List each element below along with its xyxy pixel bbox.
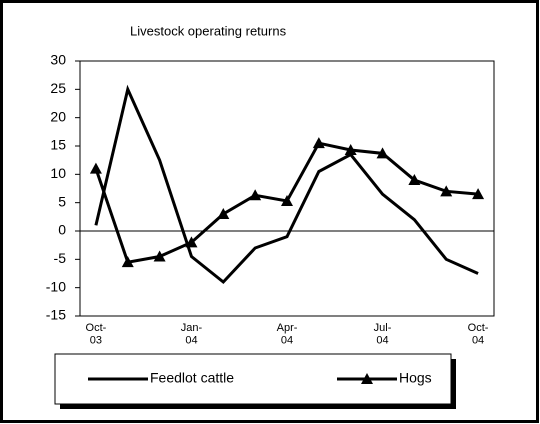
marker <box>344 143 357 155</box>
marker <box>121 256 134 268</box>
y-tick-label: 0 <box>58 222 66 238</box>
x-tick-label: Oct-03 <box>86 322 107 347</box>
x-tick-label: Jan-04 <box>181 322 203 347</box>
y-tick-label: -5 <box>54 250 67 266</box>
marker <box>89 162 102 174</box>
marker <box>281 194 293 206</box>
marker <box>472 188 485 200</box>
marker <box>153 250 166 262</box>
series-line <box>94 84 479 285</box>
marker <box>376 147 389 159</box>
x-tick-label: Apr-04 <box>277 322 298 347</box>
y-tick-label: 25 <box>50 80 66 96</box>
x-tick-label: Jul-04 <box>374 322 392 347</box>
y-tick-label: -15 <box>46 307 66 323</box>
chart-title: Livestock operating returns <box>130 23 287 38</box>
x-tick-label: Oct-04 <box>468 322 489 347</box>
marker <box>249 189 262 201</box>
legend-marker <box>361 373 373 384</box>
y-tick-label: -10 <box>46 278 66 294</box>
marker <box>440 185 453 197</box>
marker <box>217 208 230 219</box>
y-tick-label: 15 <box>50 137 66 153</box>
marker <box>408 174 421 185</box>
y-tick-label: 5 <box>58 193 66 209</box>
legend-label: Hogs <box>399 370 432 386</box>
marker <box>312 137 325 149</box>
y-tick-label: 10 <box>50 165 66 181</box>
plot-area <box>79 60 495 317</box>
legend-label: Feedlot cattle <box>150 370 234 386</box>
y-tick-label: 30 <box>50 52 66 68</box>
marker <box>185 236 198 248</box>
y-tick-label: 20 <box>50 108 66 124</box>
